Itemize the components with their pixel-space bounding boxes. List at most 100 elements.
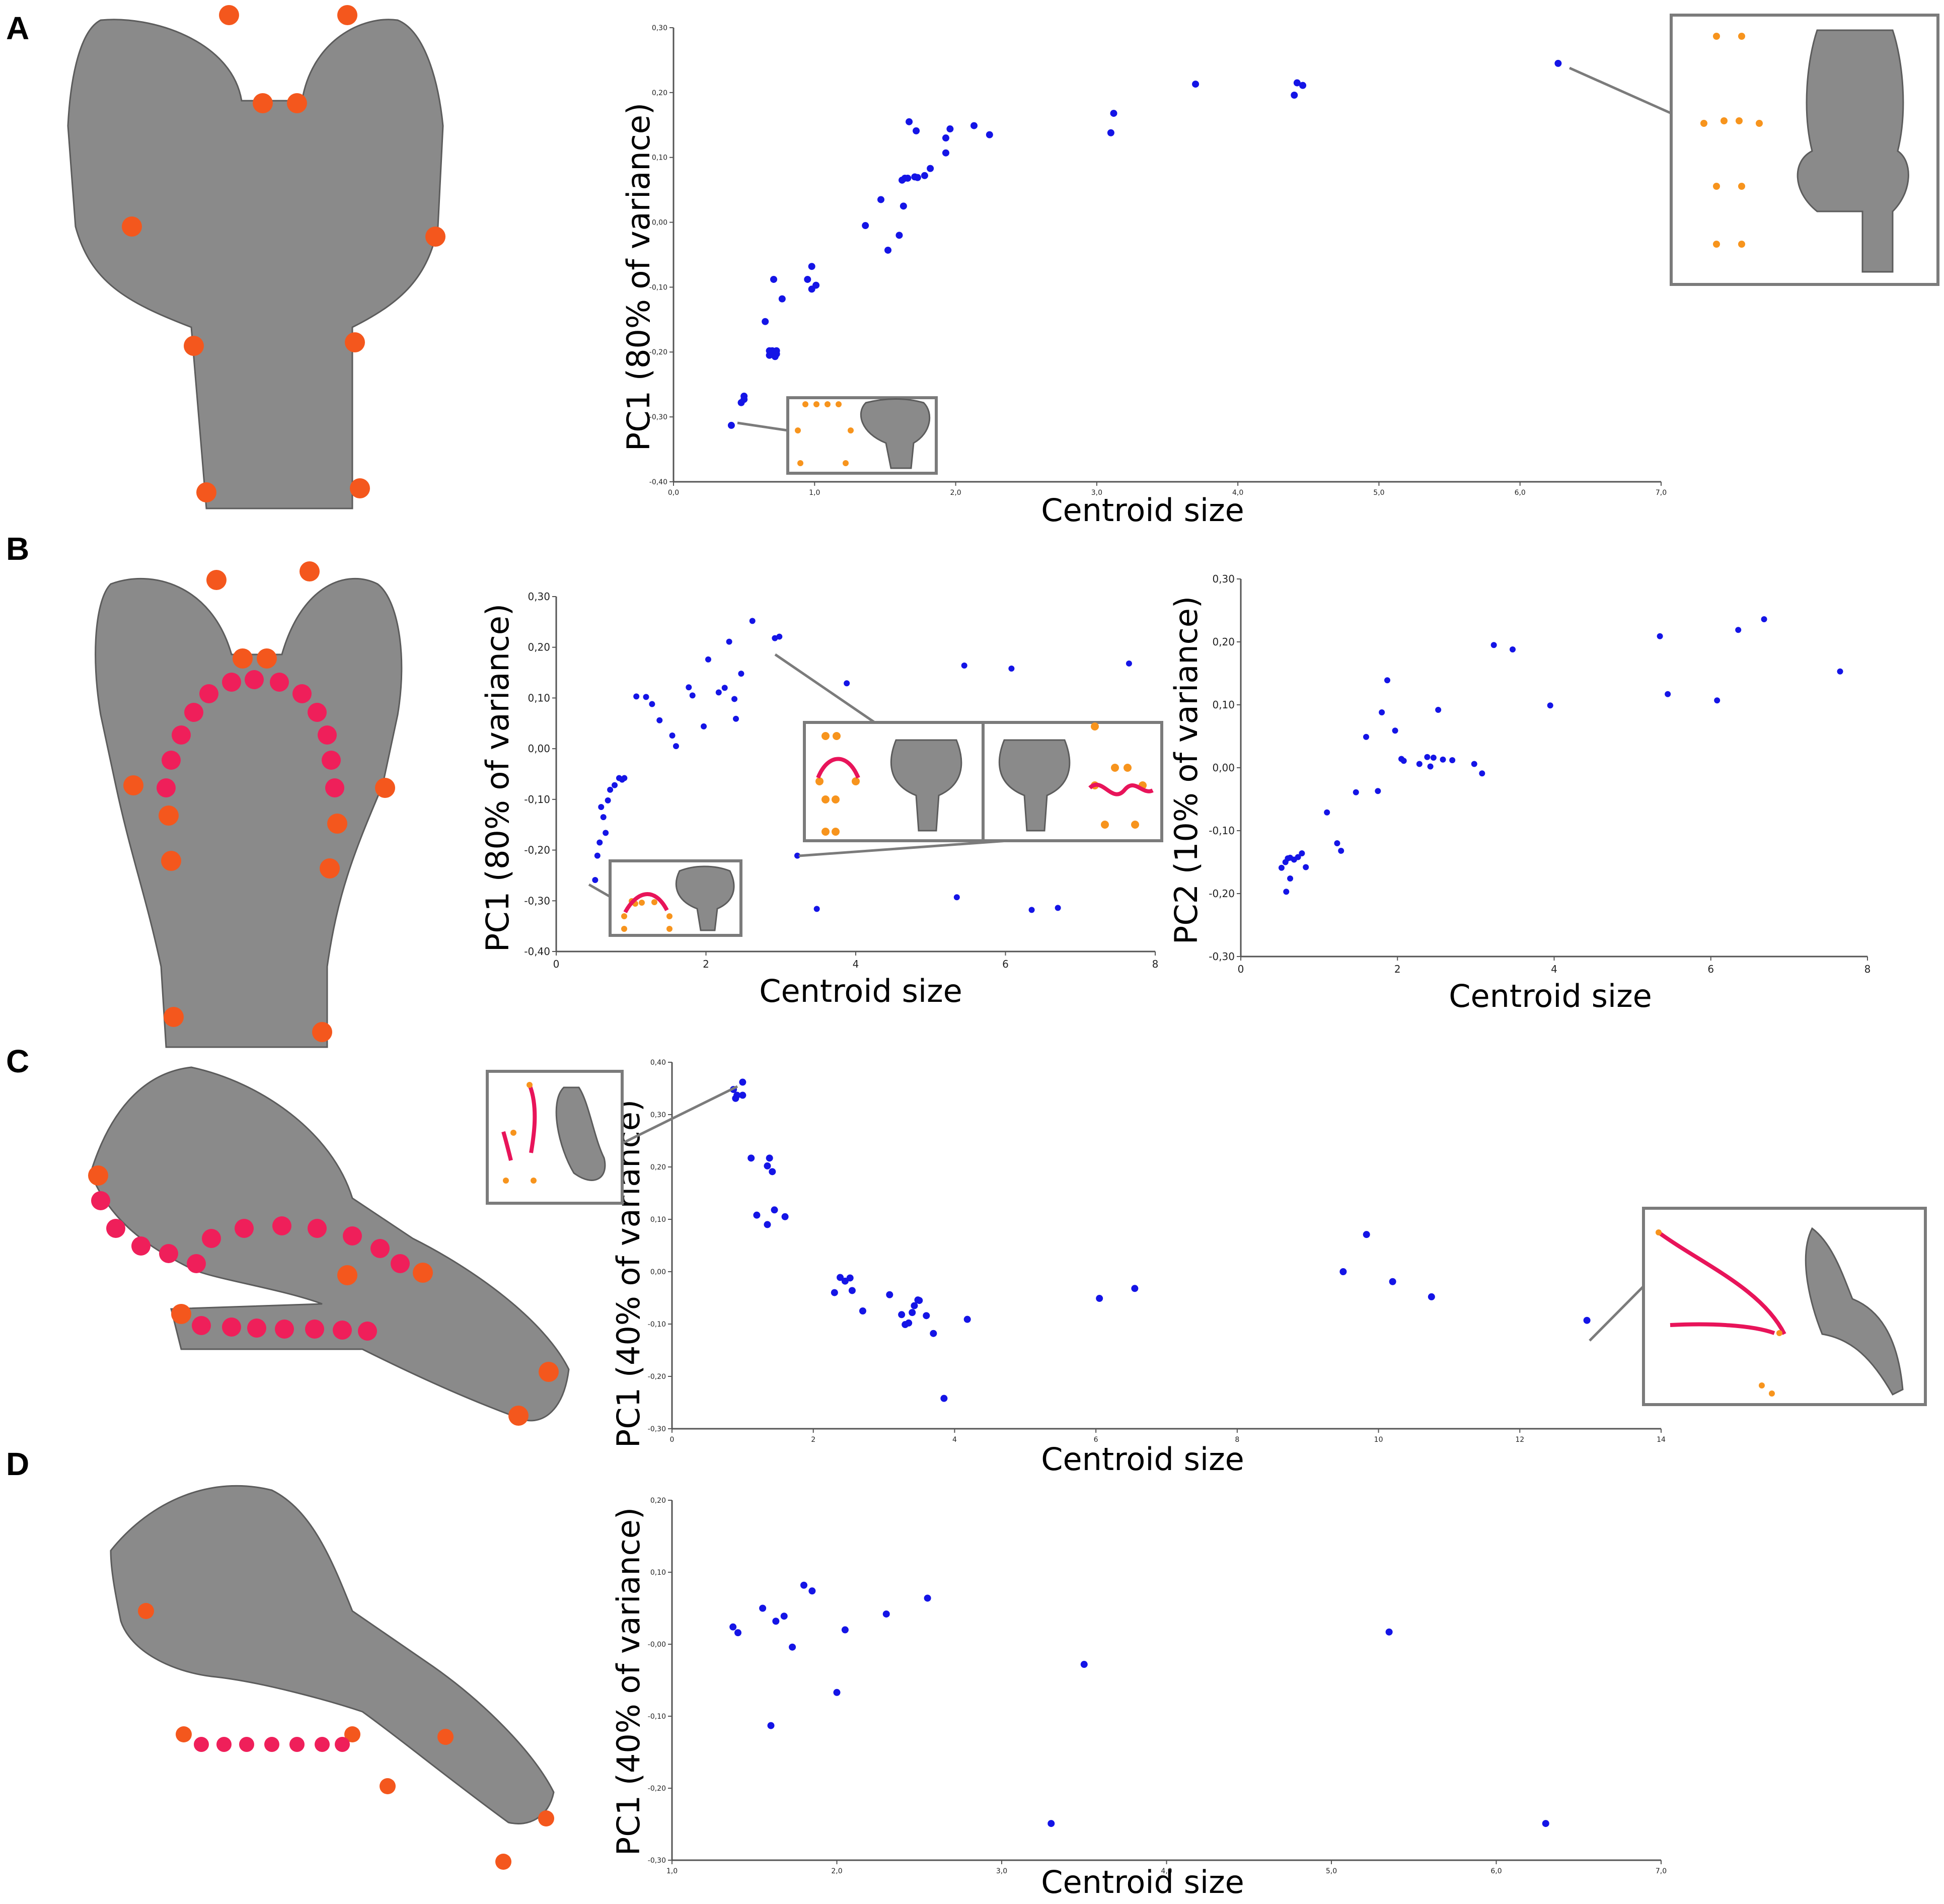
data-point bbox=[766, 1154, 773, 1162]
data-point bbox=[970, 122, 978, 129]
plot-b1: 0 2 4 6 8 -0,40 -0,30 -0,20 -0,10 0,00 0,10 0,20 0,3… bbox=[479, 591, 1158, 1009]
x-tick-label: 14 bbox=[1657, 1436, 1666, 1444]
data-point bbox=[701, 723, 707, 729]
plot-d-ylabel: PC1 (40% of variance) bbox=[610, 1507, 647, 1856]
data-point bbox=[598, 803, 605, 810]
data-point bbox=[759, 1604, 767, 1612]
x-tick-label: 1,0 bbox=[809, 489, 820, 497]
plot-b1-ylabel: PC1 (80% of variance) bbox=[479, 604, 516, 952]
panel-letter-a: A bbox=[6, 10, 29, 46]
specimen-image-d bbox=[110, 1485, 555, 1870]
x-tick-label: 1,0 bbox=[666, 1867, 678, 1875]
data-point bbox=[1096, 1295, 1103, 1302]
data-point bbox=[905, 1319, 913, 1327]
data-point bbox=[603, 830, 609, 836]
plot-b1-xlabel: Centroid size bbox=[759, 973, 962, 1009]
y-tick-label: -0,30 bbox=[1209, 950, 1235, 963]
y-tick-label: -0,10 bbox=[649, 283, 667, 291]
data-point bbox=[1278, 864, 1285, 871]
inset-a-small bbox=[737, 396, 938, 475]
data-point bbox=[776, 633, 783, 640]
data-point bbox=[1479, 770, 1485, 777]
y-tick-label: 0,20 bbox=[650, 1497, 666, 1505]
y-tick-label: 0,30 bbox=[652, 24, 667, 32]
y-tick-label: -0,40 bbox=[649, 478, 667, 486]
data-point bbox=[1363, 734, 1369, 740]
data-point bbox=[739, 1091, 746, 1099]
data-point bbox=[649, 701, 655, 707]
data-point bbox=[1299, 850, 1305, 856]
data-point bbox=[921, 172, 928, 179]
data-point bbox=[914, 174, 921, 181]
data-point bbox=[1055, 905, 1061, 911]
data-point bbox=[1449, 757, 1456, 763]
data-point bbox=[1714, 697, 1721, 704]
data-point bbox=[764, 1221, 771, 1228]
x-tick-label: 2 bbox=[1394, 963, 1401, 975]
data-point bbox=[930, 1330, 937, 1337]
data-point bbox=[1338, 848, 1344, 854]
y-tick-label: -0,10 bbox=[524, 793, 550, 805]
data-point bbox=[841, 1626, 849, 1634]
data-point bbox=[942, 149, 949, 157]
y-tick-label: -0,20 bbox=[1209, 888, 1235, 900]
data-point bbox=[592, 876, 599, 883]
data-point bbox=[1424, 754, 1431, 760]
data-point bbox=[831, 1289, 838, 1296]
data-point bbox=[1416, 761, 1423, 767]
plot-a-marks: 0,0 1,0 2,0 3,0 4,0 5,0 6,0 7,0 -0,40 -0,30 -0,20 -… bbox=[649, 24, 1667, 497]
y-tick-label: 0,30 bbox=[650, 1111, 666, 1119]
data-point bbox=[940, 1395, 948, 1402]
panel-letter-b: B bbox=[6, 531, 29, 567]
data-point bbox=[1384, 677, 1391, 684]
y-tick-label: 0,20 bbox=[1212, 636, 1235, 648]
data-point bbox=[1107, 129, 1114, 136]
data-point bbox=[747, 1154, 755, 1162]
data-point bbox=[1353, 789, 1359, 795]
data-point bbox=[726, 638, 732, 645]
data-point bbox=[1735, 627, 1742, 633]
data-point bbox=[738, 671, 744, 677]
data-point bbox=[764, 1162, 771, 1169]
data-point bbox=[673, 743, 679, 750]
data-point bbox=[1657, 633, 1663, 639]
data-point bbox=[837, 1274, 844, 1281]
data-point bbox=[1430, 755, 1437, 761]
y-tick-label: -0,10 bbox=[648, 1321, 666, 1329]
y-tick-label: -0,30 bbox=[649, 413, 667, 421]
data-point bbox=[1435, 707, 1442, 713]
data-point bbox=[963, 1315, 971, 1323]
data-point bbox=[927, 165, 934, 172]
y-tick-label: 0,40 bbox=[650, 1059, 666, 1067]
y-tick-label: -0,00 bbox=[648, 1641, 666, 1649]
data-point bbox=[715, 689, 722, 696]
x-tick-label: 2,0 bbox=[950, 489, 961, 497]
data-point bbox=[656, 717, 663, 723]
y-tick-label: 0,00 bbox=[1212, 762, 1235, 774]
data-point bbox=[813, 906, 820, 912]
data-point bbox=[808, 1587, 816, 1595]
data-point bbox=[721, 685, 728, 691]
data-point bbox=[739, 1078, 746, 1086]
y-tick-label: 0,00 bbox=[652, 218, 667, 227]
data-point bbox=[767, 1722, 775, 1729]
data-point bbox=[808, 263, 815, 270]
inset-b-large bbox=[774, 653, 1163, 857]
plot-c-xlabel: Centroid size bbox=[1041, 1441, 1244, 1478]
data-point bbox=[862, 222, 869, 230]
plot-c: 0 2 4 6 8 10 12 14 -0,30 -0,20 -0,10 0,00 0,10 0,20 0,… bbox=[610, 1059, 1666, 1478]
x-tick-label: 4,0 bbox=[1232, 489, 1243, 497]
data-point bbox=[1324, 809, 1330, 816]
x-tick-label: 4,0 bbox=[1161, 1867, 1172, 1875]
y-tick-label: -0,30 bbox=[648, 1425, 666, 1433]
data-point bbox=[812, 281, 820, 289]
data-point bbox=[594, 852, 601, 859]
data-point bbox=[1293, 79, 1301, 87]
data-point bbox=[1665, 691, 1671, 697]
data-point bbox=[906, 118, 913, 125]
data-point bbox=[1080, 1661, 1088, 1668]
data-point bbox=[898, 1311, 906, 1319]
data-point bbox=[772, 1618, 780, 1625]
data-point bbox=[877, 196, 885, 203]
